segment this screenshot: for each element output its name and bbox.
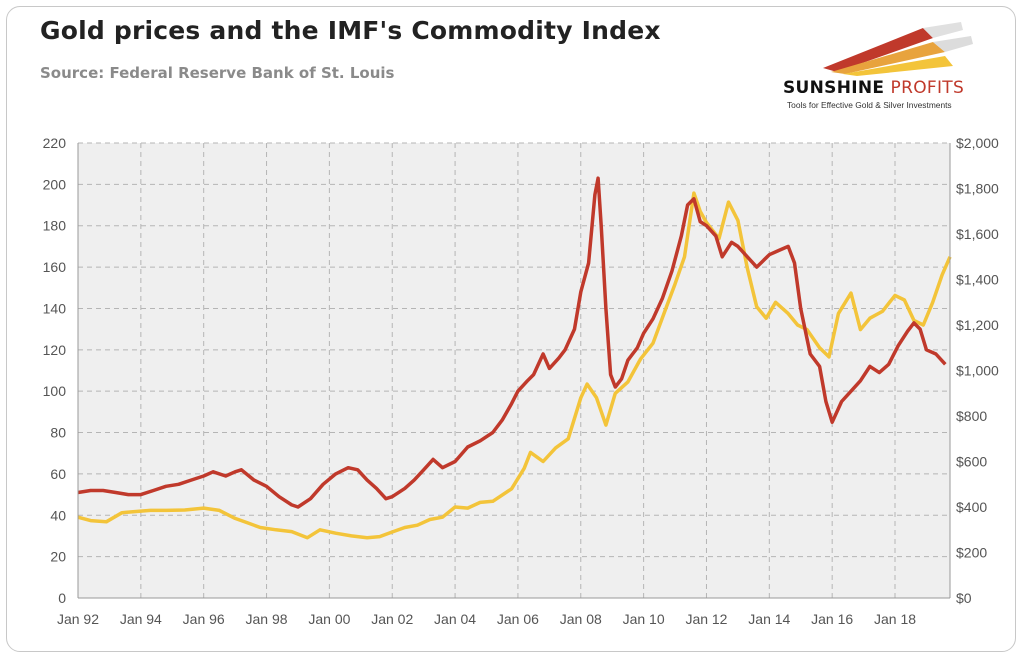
x-tick-label: Jan 02 bbox=[371, 611, 413, 627]
x-tick-label: Jan 18 bbox=[874, 611, 916, 627]
y-left-tick-label: 60 bbox=[50, 466, 66, 482]
y-right-tick-label: $1,800 bbox=[956, 181, 999, 197]
y-left-tick-label: 140 bbox=[43, 300, 67, 316]
y-right-tick-label: $0 bbox=[956, 590, 972, 606]
y-right-tick-label: $1,000 bbox=[956, 363, 999, 379]
y-right-tick-label: $400 bbox=[956, 499, 987, 515]
x-tick-label: Jan 92 bbox=[57, 611, 99, 627]
x-tick-label: Jan 98 bbox=[246, 611, 288, 627]
y-left-tick-label: 200 bbox=[43, 176, 67, 192]
y-left-tick-label: 20 bbox=[50, 549, 66, 565]
y-left-tick-label: 80 bbox=[50, 425, 66, 441]
chart-subtitle: Source: Federal Reserve Bank of St. Loui… bbox=[40, 64, 395, 82]
x-tick-label: Jan 10 bbox=[623, 611, 665, 627]
y-right-tick-label: $800 bbox=[956, 408, 987, 424]
x-tick-label: Jan 16 bbox=[811, 611, 853, 627]
logo-name-light: PROFITS bbox=[890, 78, 965, 98]
y-right-tick-label: $1,600 bbox=[956, 226, 999, 242]
y-right-tick-label: $1,200 bbox=[956, 317, 999, 333]
chart-title: Gold prices and the IMF's Commodity Inde… bbox=[40, 16, 661, 45]
x-tick-label: Jan 94 bbox=[120, 611, 162, 627]
y-left-tick-label: 180 bbox=[43, 218, 67, 234]
x-tick-label: Jan 14 bbox=[748, 611, 790, 627]
x-tick-label: Jan 04 bbox=[434, 611, 476, 627]
plot-area bbox=[78, 143, 950, 598]
x-tick-label: Jan 96 bbox=[183, 611, 225, 627]
x-tick-label: Jan 06 bbox=[497, 611, 539, 627]
logo-swoosh-icon bbox=[823, 22, 973, 76]
y-left-tick-label: 100 bbox=[43, 383, 67, 399]
y-right-tick-label: $200 bbox=[956, 545, 987, 561]
sunshine-profits-logo: SUNSHINE PROFITS Tools for Effective Gol… bbox=[783, 16, 988, 116]
y-left-tick-label: 220 bbox=[43, 135, 67, 151]
x-tick-label: Jan 00 bbox=[308, 611, 350, 627]
series-line-left bbox=[77, 176, 947, 509]
y-right-tick-label: $1,400 bbox=[956, 272, 999, 288]
y-left-tick-label: 40 bbox=[50, 507, 66, 523]
logo-name-bold: SUNSHINE bbox=[783, 78, 885, 98]
y-right-tick-label: $600 bbox=[956, 454, 987, 470]
logo-tagline: Tools for Effective Gold & Silver Invest… bbox=[787, 100, 952, 110]
y-left-tick-label: 160 bbox=[43, 259, 67, 275]
y-left-tick-label: 0 bbox=[58, 590, 66, 606]
x-tick-label: Jan 12 bbox=[685, 611, 727, 627]
logo-name: SUNSHINE PROFITS bbox=[783, 78, 964, 98]
y-right-tick-label: $2,000 bbox=[956, 135, 999, 151]
x-tick-label: Jan 08 bbox=[560, 611, 602, 627]
series-line-right bbox=[77, 191, 952, 540]
y-left-tick-label: 120 bbox=[43, 342, 67, 358]
